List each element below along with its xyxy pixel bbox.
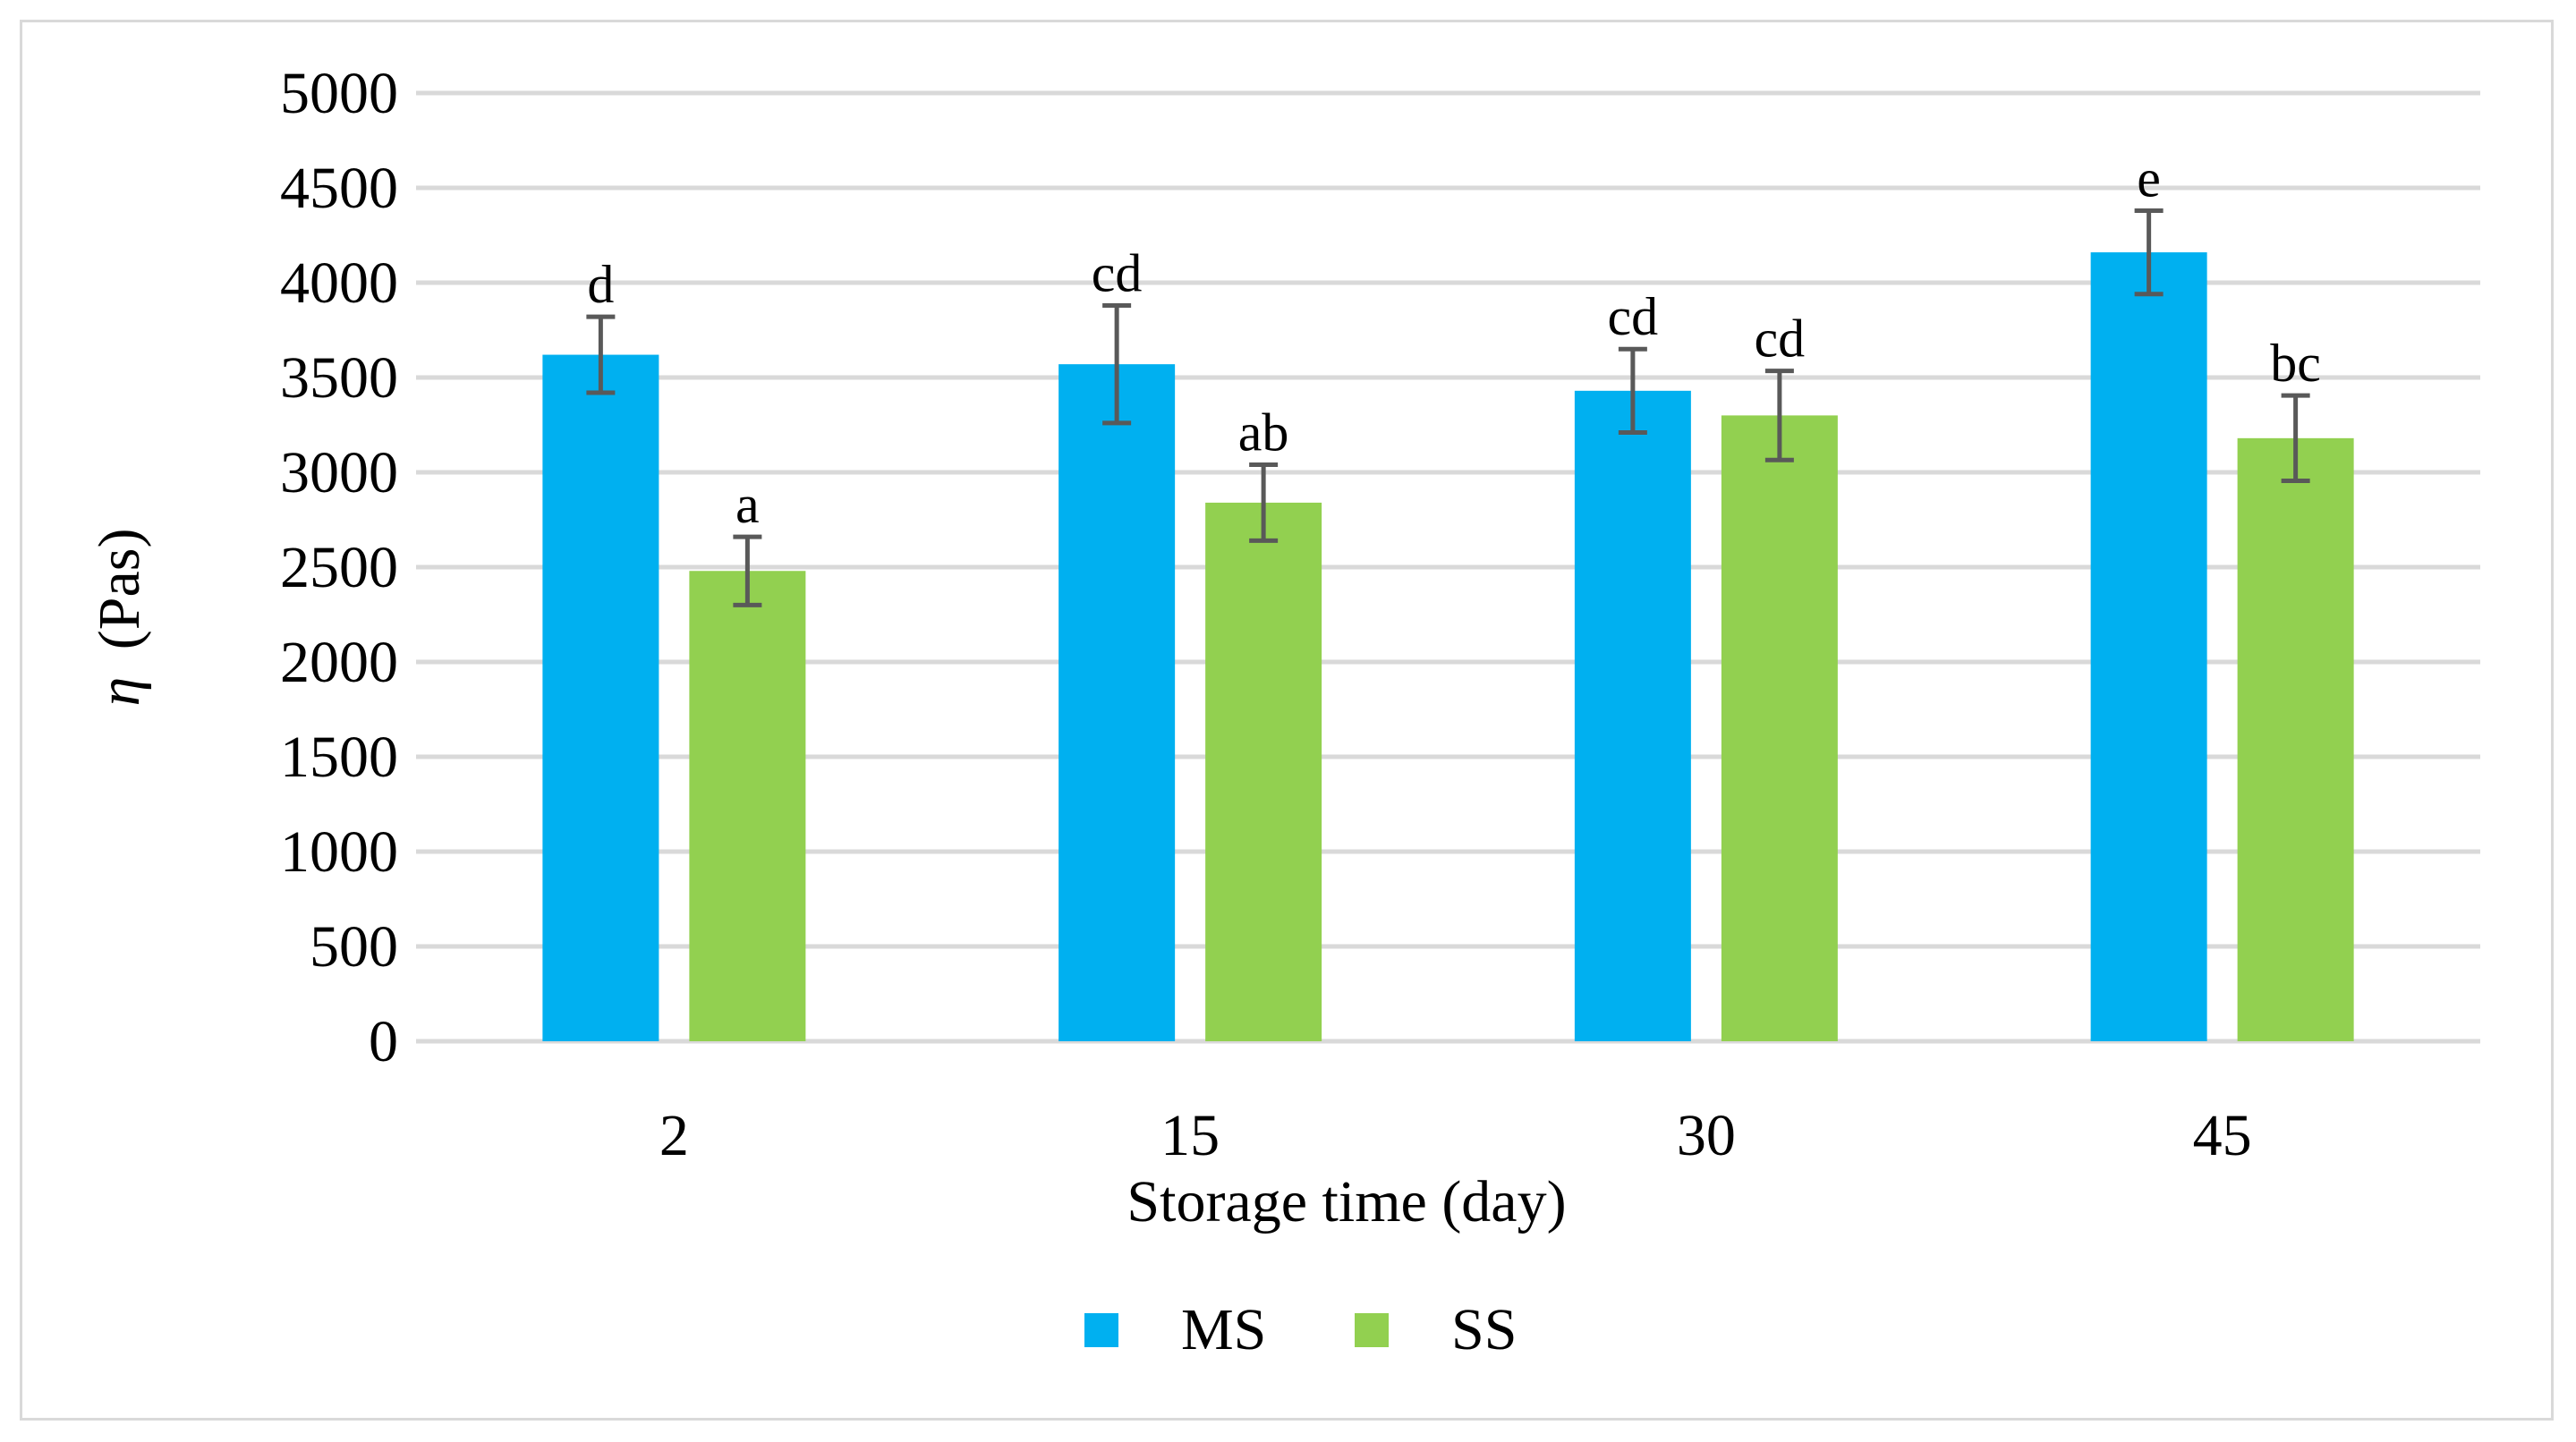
significance-letter: cd — [1755, 310, 1806, 369]
y-axis-label: η (Pas) — [87, 529, 152, 707]
legend-label-ss: SS — [1451, 1297, 1517, 1362]
y-tick-label: 2000 — [280, 630, 398, 695]
y-tick-label: 3500 — [280, 345, 398, 411]
significance-letter: cd — [1092, 243, 1143, 302]
y-axis-label-unit: (Pas) — [87, 529, 152, 650]
significance-letter: a — [735, 475, 760, 534]
x-tick-label: 45 — [2193, 1103, 2252, 1168]
significance-letter: bc — [2270, 334, 2321, 393]
significance-letter: cd — [1608, 287, 1659, 346]
x-tick-label: 15 — [1160, 1103, 1220, 1168]
y-tick-label: 3000 — [280, 440, 398, 505]
y-tick-label: 4000 — [280, 250, 398, 316]
legend: MS SS — [1084, 1297, 1517, 1362]
y-axis-label-symbol: η — [87, 677, 152, 707]
legend-label-ms: MS — [1181, 1297, 1266, 1362]
bar-ss — [689, 571, 806, 1041]
bar-ss — [1205, 502, 1322, 1041]
bar-ms — [1058, 364, 1176, 1041]
x-axis-ticks: 2 15 30 45 — [659, 1103, 2252, 1168]
y-tick-label: 1500 — [280, 725, 398, 790]
error-bars — [586, 208, 2310, 607]
y-tick-label: 500 — [310, 914, 398, 980]
bar-ms — [1574, 390, 1691, 1042]
legend-swatch-ms — [1084, 1313, 1118, 1347]
bar-ms — [2090, 252, 2207, 1042]
significance-letters: d a cd ab cd cd e bc — [587, 148, 2321, 534]
y-tick-label: 2500 — [280, 535, 398, 600]
bar-ss — [1721, 415, 1838, 1041]
bar-ss — [2237, 437, 2354, 1042]
y-tick-label: 1000 — [280, 819, 398, 885]
legend-swatch-ss — [1355, 1313, 1389, 1347]
y-axis-ticks: 0 500 1000 1500 2000 2500 3000 3500 4000 4500 5000 — [280, 61, 398, 1074]
y-tick-label: 5000 — [280, 61, 398, 126]
bars — [542, 252, 2354, 1042]
significance-letter: e — [2137, 148, 2161, 208]
bar-ms — [542, 354, 659, 1041]
x-axis-label: Storage time (day) — [1126, 1169, 1566, 1234]
x-tick-label: 30 — [1677, 1103, 1736, 1168]
y-tick-label: 4500 — [280, 156, 398, 221]
x-tick-label: 2 — [659, 1103, 689, 1168]
significance-letter: ab — [1238, 403, 1289, 462]
significance-letter: d — [587, 255, 614, 314]
y-tick-label: 0 — [369, 1009, 398, 1074]
